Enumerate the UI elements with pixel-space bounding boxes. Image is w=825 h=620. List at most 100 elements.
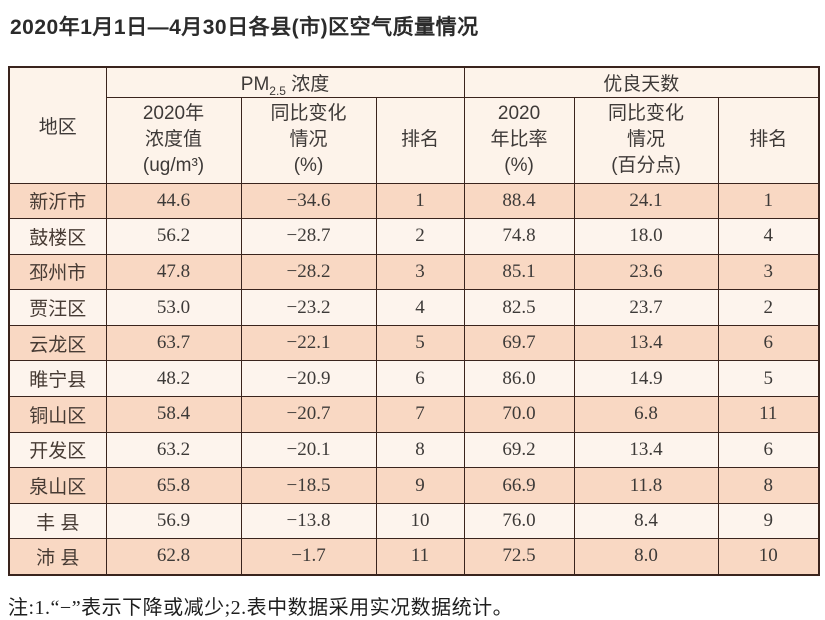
days-rate-cell: 70.0 [463, 396, 575, 433]
days-rate-cell: 76.0 [463, 502, 575, 540]
pm-rank-cell: 10 [375, 502, 465, 540]
col-header-pm-change: 同比变化 情况 (%) [240, 96, 377, 184]
days-rate-cell: 88.4 [463, 182, 575, 220]
days-rank-cell: 5 [717, 360, 820, 398]
table-row: 鼓楼区 56.2 −28.7 2 74.8 18.0 4 [8, 218, 820, 255]
pm-change-line2: 情况 [289, 129, 328, 150]
pm-value-cell: 48.2 [105, 360, 242, 398]
pm-change-cell: −18.5 [240, 467, 377, 504]
page-title: 2020年1月1日—4月30日各县(市)区空气质量情况 [10, 16, 479, 39]
days-rank-cell: 4 [717, 218, 820, 255]
pm-value-line3: (ug/m³) [142, 155, 205, 176]
days-change-cell: 18.0 [573, 218, 719, 255]
air-quality-table: 地区 PM2.5 浓度 优良天数 2020年 浓度值 (ug/m³) 同比变化 … [8, 66, 821, 576]
col-header-pm-rank: 排名 [375, 96, 465, 184]
group-header-row: 地区 PM2.5 浓度 优良天数 [8, 66, 820, 184]
pm-value-cell: 63.7 [105, 324, 242, 362]
col-group-pm25: PM2.5 浓度 [105, 66, 465, 98]
table-header: 地区 PM2.5 浓度 优良天数 2020年 浓度值 (ug/m³) 同比变化 … [8, 66, 820, 184]
col-header-pm-value: 2020年 浓度值 (ug/m³) [105, 96, 242, 184]
days-change-line2: 情况 [627, 129, 666, 150]
days-rank-cell: 1 [717, 182, 820, 220]
pm-change-cell: −20.7 [240, 396, 377, 433]
days-change-cell: 23.7 [573, 289, 719, 326]
pm25-label-suffix: 浓度 [285, 73, 330, 95]
days-change-cell: 8.0 [573, 538, 719, 576]
days-rate-line2: 年比率 [490, 129, 548, 150]
days-rank-cell: 10 [717, 538, 820, 576]
pm-value-cell: 47.8 [105, 253, 242, 291]
pm-value-cell: 56.9 [105, 502, 242, 540]
pm-rank-cell: 5 [375, 324, 465, 362]
days-rate-cell: 85.1 [463, 253, 575, 291]
days-rank-cell: 11 [717, 396, 820, 433]
table-row: 贾汪区 53.0 −23.2 4 82.5 23.7 2 [8, 289, 820, 326]
pm-change-cell: −20.1 [240, 431, 377, 469]
pm-change-cell: −20.9 [240, 360, 377, 398]
days-rate-cell: 66.9 [463, 467, 575, 504]
pm-rank-cell: 8 [375, 431, 465, 469]
pm-change-line1: 同比变化 [270, 103, 347, 124]
pm-value-cell: 63.2 [105, 431, 242, 469]
col-group-good-days: 优良天数 [463, 66, 820, 98]
pm-rank-cell: 3 [375, 253, 465, 291]
pm-value-cell: 44.6 [105, 182, 242, 220]
days-rank-cell: 3 [717, 253, 820, 291]
table-row: 邳州市 47.8 −28.2 3 85.1 23.6 3 [8, 253, 820, 291]
pm-change-cell: −34.6 [240, 182, 377, 220]
days-rank-cell: 9 [717, 502, 820, 540]
days-change-cell: 8.4 [573, 502, 719, 540]
col-header-days-rate: 2020 年比率 (%) [463, 96, 575, 184]
days-rate-cell: 82.5 [463, 289, 575, 326]
pm-change-cell: −23.2 [240, 289, 377, 326]
days-change-line1: 同比变化 [608, 103, 685, 124]
days-rate-cell: 69.2 [463, 431, 575, 469]
days-change-cell: 24.1 [573, 182, 719, 220]
pm25-subscript: 2.5 [269, 83, 286, 97]
table-row: 沛 县 62.8 −1.7 11 72.5 8.0 10 [8, 538, 820, 576]
pm-value-cell: 56.2 [105, 218, 242, 255]
region-cell: 新沂市 [8, 182, 107, 220]
days-change-line3: (百分点) [611, 155, 681, 176]
table-row: 云龙区 63.7 −22.1 5 69.7 13.4 6 [8, 324, 820, 362]
days-rank-cell: 8 [717, 467, 820, 504]
pm-rank-cell: 9 [375, 467, 465, 504]
days-rate-cell: 74.8 [463, 218, 575, 255]
pm-value-line2: 浓度值 [144, 129, 202, 150]
days-rank-cell: 6 [717, 324, 820, 362]
days-change-cell: 11.8 [573, 467, 719, 504]
pm-value-cell: 53.0 [105, 289, 242, 326]
days-rate-cell: 69.7 [463, 324, 575, 362]
col-header-region: 地区 [8, 66, 107, 184]
footnote: 注:1.“−”表示下降或减少;2.表中数据采用实况数据统计。 [8, 596, 514, 619]
region-cell: 鼓楼区 [8, 218, 107, 255]
pm25-label-prefix: PM [240, 73, 270, 95]
region-cell: 邳州市 [8, 253, 107, 291]
region-cell: 铜山区 [8, 396, 107, 433]
days-rank-cell: 2 [717, 289, 820, 326]
days-rate-line3: (%) [504, 155, 534, 176]
pm-change-cell: −28.7 [240, 218, 377, 255]
table-row: 睢宁县 48.2 −20.9 6 86.0 14.9 5 [8, 360, 820, 398]
col-header-days-rank: 排名 [717, 96, 820, 184]
region-cell: 泉山区 [8, 467, 107, 504]
pm-rank-cell: 11 [375, 538, 465, 576]
days-change-cell: 6.8 [573, 396, 719, 433]
region-cell: 开发区 [8, 431, 107, 469]
region-cell: 睢宁县 [8, 360, 107, 398]
days-change-cell: 23.6 [573, 253, 719, 291]
table-body: 新沂市 44.6 −34.6 1 88.4 24.1 1 鼓楼区 56.2 −28.7 2 74.8 1… [8, 182, 820, 576]
pm-change-cell: −22.1 [240, 324, 377, 362]
pm-change-cell: −13.8 [240, 502, 377, 540]
pm-change-line3: (%) [293, 155, 324, 176]
pm-change-cell: −1.7 [240, 538, 377, 576]
days-change-cell: 13.4 [573, 431, 719, 469]
table-row: 新沂市 44.6 −34.6 1 88.4 24.1 1 [8, 182, 820, 220]
table-row: 开发区 63.2 −20.1 8 69.2 13.4 6 [8, 431, 820, 469]
days-change-cell: 13.4 [573, 324, 719, 362]
days-rate-line1: 2020 [497, 103, 541, 124]
pm-value-cell: 62.8 [105, 538, 242, 576]
pm-value-cell: 65.8 [105, 467, 242, 504]
days-change-cell: 14.9 [573, 360, 719, 398]
pm-rank-cell: 1 [375, 182, 465, 220]
